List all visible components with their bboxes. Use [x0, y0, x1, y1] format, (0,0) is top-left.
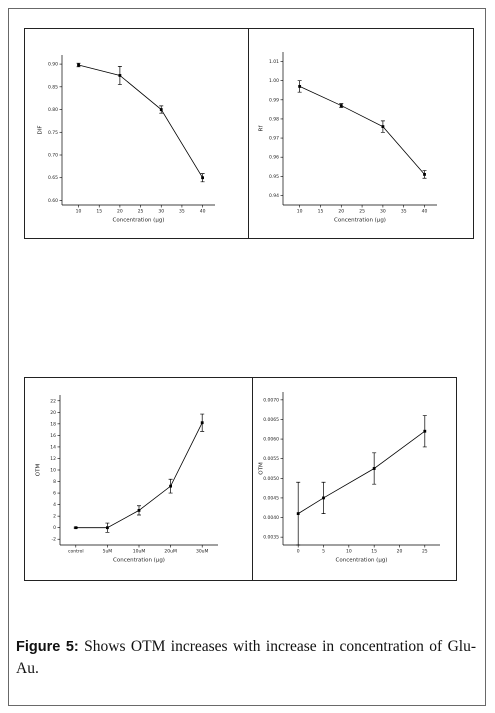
y-axis-label: Rf: [259, 125, 265, 132]
y-axis-label: DIF: [38, 125, 44, 134]
data-point: [118, 74, 122, 77]
panel-frame: [252, 377, 457, 581]
data-point: [106, 526, 109, 530]
data-point: [169, 484, 172, 488]
data-point: [77, 63, 80, 67]
y-tick-label: 16: [50, 433, 56, 439]
data-point: [339, 104, 343, 107]
x-tick-label: 25: [422, 549, 428, 555]
x-tick-label: 40: [200, 209, 206, 215]
x-tick-label: 15: [371, 549, 377, 555]
data-point: [423, 173, 426, 176]
figure-frame: [8, 8, 486, 706]
x-tick-label: 15: [96, 209, 102, 215]
panel-frame: [248, 28, 474, 239]
x-tick-label: 10: [346, 549, 352, 555]
panel-frame: [24, 28, 249, 239]
x-tick-label: 10: [297, 209, 303, 215]
y-tick-label: 1.01: [269, 59, 279, 65]
caption: Figure 5: Shows OTM increases with incre…: [16, 636, 476, 679]
x-tick-label: 30: [380, 209, 386, 215]
y-tick-label: 1.00: [269, 78, 279, 84]
data-point: [159, 108, 163, 111]
y-tick-label: 0.80: [48, 107, 58, 113]
data-point: [74, 526, 78, 530]
y-tick-label: 0.0070: [263, 397, 279, 403]
data-point: [423, 429, 427, 433]
y-tick-label: 0.0035: [263, 535, 279, 541]
x-tick-label: 30uM: [196, 549, 209, 555]
x-tick-label: 20uM: [164, 549, 177, 555]
x-tick-label: 5uM: [103, 549, 113, 555]
x-axis-label: Concentration (µg): [334, 218, 386, 224]
x-tick-label: 20: [397, 549, 403, 555]
y-tick-label: 0.65: [48, 175, 58, 181]
y-tick-label: 8: [53, 479, 56, 485]
y-tick-label: 0.97: [269, 136, 279, 142]
y-tick-label: -2: [52, 537, 57, 543]
y-tick-label: 0.0040: [263, 515, 279, 521]
y-tick-label: 0.60: [48, 198, 58, 204]
x-tick-label: 20: [338, 209, 344, 215]
y-tick-label: 0.96: [269, 155, 279, 161]
x-tick-label: 25: [138, 209, 144, 215]
y-tick-label: 0.95: [269, 174, 279, 180]
y-tick-label: 0.98: [269, 116, 279, 122]
y-tick-label: 18: [50, 421, 56, 427]
x-tick-label: 35: [401, 209, 407, 215]
data-point: [381, 125, 385, 128]
y-tick-label: 0.70: [48, 153, 58, 159]
data-point: [137, 508, 141, 512]
y-axis-label: OTM: [259, 462, 265, 475]
x-tick-label: control: [68, 549, 84, 555]
x-axis-label: Concentration (µg): [113, 558, 165, 564]
y-tick-label: 12: [50, 456, 56, 462]
y-tick-label: 0.85: [48, 84, 58, 90]
data-point: [296, 512, 300, 516]
data-line: [78, 64, 203, 178]
y-tick-label: 0.0050: [263, 476, 279, 482]
x-tick-label: 0: [297, 549, 300, 555]
y-tick-label: 0.90: [48, 62, 58, 68]
data-point: [322, 496, 325, 500]
y-tick-label: 0.0055: [263, 456, 279, 462]
x-tick-label: 30: [158, 209, 164, 215]
y-tick-label: 22: [50, 398, 56, 404]
y-tick-label: 0.0060: [263, 437, 279, 443]
data-point: [372, 467, 376, 470]
x-tick-label: 10: [76, 209, 82, 215]
x-tick-label: 35: [179, 209, 185, 215]
data-line: [299, 86, 425, 175]
y-tick-label: 4: [53, 502, 56, 508]
x-axis-label: Concentration (µg): [113, 218, 165, 224]
y-tick-label: 10: [50, 468, 56, 474]
y-tick-label: 20: [50, 410, 56, 416]
y-tick-label: 0: [53, 525, 56, 531]
x-tick-label: 10uM: [133, 549, 146, 555]
y-tick-label: 0.75: [48, 130, 58, 136]
x-tick-label: 15: [318, 209, 324, 215]
y-tick-label: 0.99: [269, 97, 279, 103]
y-tick-label: 0.0065: [263, 417, 279, 423]
y-axis-label: OTM: [36, 464, 42, 477]
x-tick-label: 20: [117, 209, 123, 215]
y-tick-label: 14: [50, 444, 56, 450]
caption-text: Shows OTM increases with increase in con…: [16, 638, 477, 677]
data-line: [297, 430, 426, 514]
x-tick-label: 40: [422, 209, 428, 215]
y-tick-label: 0.0045: [263, 495, 279, 501]
y-tick-label: 6: [53, 491, 56, 497]
data-point: [298, 85, 302, 88]
x-axis-label: Concentration (µg): [336, 558, 388, 564]
x-tick-label: 5: [322, 549, 325, 555]
data-point: [201, 176, 204, 180]
y-tick-label: 0.94: [269, 193, 279, 199]
x-tick-label: 25: [359, 209, 365, 215]
data-point: [200, 421, 204, 425]
caption-label: Figure 5:: [16, 639, 79, 655]
y-tick-label: 2: [53, 514, 56, 520]
